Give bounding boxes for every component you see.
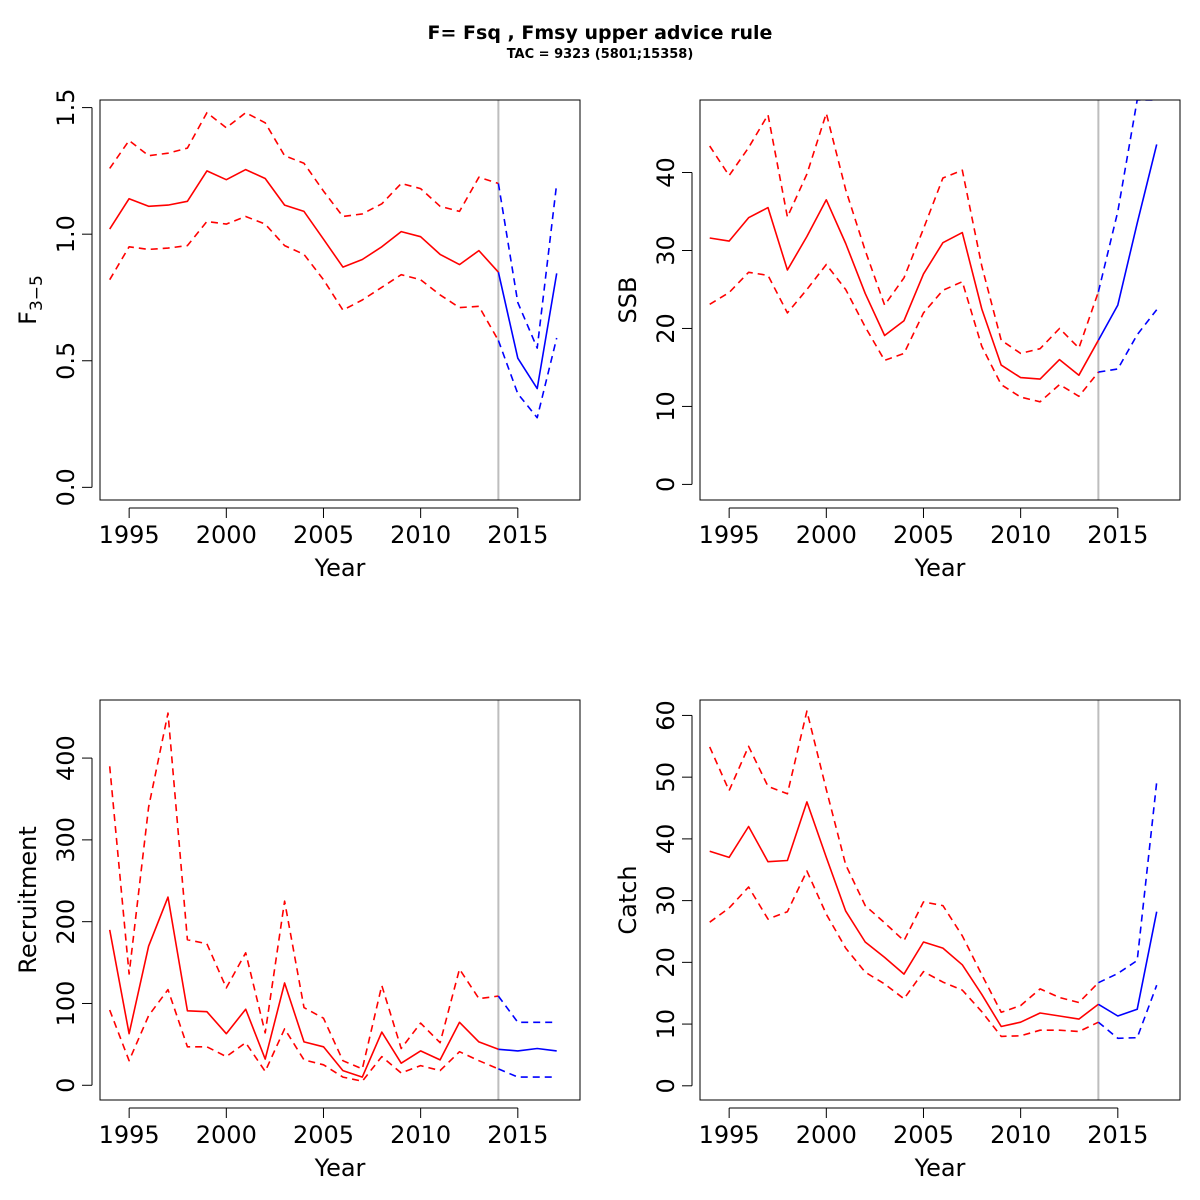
x-tick-label: 1995	[699, 521, 760, 549]
plot-frame	[699, 99, 1181, 501]
y-tick-label: 20	[652, 313, 680, 344]
panel-recruitment: 1995 2000 2005 2010 2015 Year 0 100 200 300 400 Rec…	[14, 699, 581, 1182]
x-axis: 1995 2000 2005 2010 2015 Year	[99, 507, 548, 582]
x-tick-label: 2015	[487, 1121, 548, 1149]
series-historic-median	[108, 896, 499, 1078]
x-tick-label: 2000	[196, 1121, 257, 1149]
series-historic-lower	[109, 215, 500, 341]
series-historic-upper	[708, 710, 1099, 1014]
y-tick-label: 10	[652, 391, 680, 422]
x-axis-title: Year	[314, 1154, 366, 1182]
y-tick-label: 0.0	[52, 468, 80, 506]
y-axis-title: Recruitment	[14, 826, 42, 973]
series-group	[708, 710, 1158, 1040]
series-historic-median	[709, 199, 1100, 380]
y-tick-label: 40	[652, 157, 680, 188]
x-tick-label: 2015	[487, 521, 548, 549]
x-tick-label: 2010	[390, 521, 451, 549]
x-tick-label: 2000	[796, 1121, 857, 1149]
x-tick-label: 1995	[99, 521, 160, 549]
y-tick-label: 20	[652, 947, 680, 978]
x-tick-label: 2005	[293, 1121, 354, 1149]
series-group	[108, 712, 557, 1082]
series-forecast-upper	[497, 183, 558, 349]
series-historic-upper	[709, 112, 1100, 355]
x-tick-label: 1995	[699, 1121, 760, 1149]
series-forecast-upper	[497, 995, 557, 1024]
x-tick-label: 2005	[293, 521, 354, 549]
series-historic-upper	[109, 111, 499, 218]
y-axis: 0 10 20 30 40 50 60 Catch	[614, 700, 693, 1093]
y-tick-label: 30	[652, 235, 680, 266]
y-tick-label: 10	[652, 1009, 680, 1040]
y-tick-label: 0.5	[52, 342, 80, 380]
plot-frame	[99, 99, 581, 501]
series-forecast-lower	[1097, 984, 1158, 1040]
y-axis-title: SSB	[614, 277, 642, 324]
y-axis: 0 100 200 300 400 Recruitment	[14, 735, 93, 1093]
x-axis-title: Year	[914, 554, 966, 582]
y-tick-label: 60	[652, 700, 680, 731]
x-axis: 1995 2000 2005 2010 2015 Year	[699, 1107, 1148, 1182]
plot-frame	[699, 699, 1181, 1101]
series-group	[109, 111, 558, 419]
series-historic-median	[709, 801, 1099, 1028]
figure-subtitle: TAC = 9323 (5801;15358)	[506, 47, 694, 62]
y-tick-label: 1.0	[52, 215, 80, 253]
x-tick-label: 2010	[990, 1121, 1051, 1149]
x-tick-label: 2005	[893, 521, 954, 549]
y-tick-label: 40	[652, 824, 680, 855]
y-tick-label: 1.5	[52, 89, 80, 127]
x-tick-label: 2000	[196, 521, 257, 549]
series-forecast-median	[1097, 911, 1158, 1017]
y-tick-label: 0	[652, 1078, 680, 1093]
x-tick-label: 2015	[1087, 521, 1148, 549]
series-historic-median	[109, 168, 499, 273]
series-forecast-upper	[1098, 782, 1158, 984]
plot-frame	[99, 699, 581, 1101]
y-tick-label: 0	[52, 1078, 80, 1093]
y-axis: 0 10 20 30 40 SSB	[614, 157, 693, 492]
series-forecast-median	[497, 272, 558, 390]
series-historic-upper	[108, 712, 499, 1070]
x-tick-label: 2005	[893, 1121, 954, 1149]
series-historic-lower	[709, 870, 1099, 1038]
series-forecast-median	[1097, 144, 1158, 341]
x-axis-title: Year	[314, 554, 366, 582]
series-forecast-lower	[498, 1068, 557, 1078]
x-tick-label: 2010	[390, 1121, 451, 1149]
y-tick-label: 400	[52, 735, 80, 781]
series-forecast-lower	[497, 337, 558, 419]
y-tick-label: 0	[652, 477, 680, 492]
series-group	[709, 100, 1158, 403]
y-axis-title: F3−5	[14, 275, 47, 325]
y-axis-title-subscript: 3−5	[27, 275, 47, 311]
series-historic-lower	[709, 263, 1100, 403]
x-axis: 1995 2000 2005 2010 2015 Year	[699, 507, 1148, 582]
figure-title: F= Fsq , Fmsy upper advice rule	[427, 22, 773, 44]
x-tick-label: 2015	[1087, 1121, 1148, 1149]
y-tick-label: 50	[652, 762, 680, 793]
panel-f-bar: 1995 2000 2005 2010 2015 Year 0.0 0.5 1.0 1.5 F3−5	[14, 89, 581, 582]
x-tick-label: 2000	[796, 521, 857, 549]
series-forecast-lower	[1098, 309, 1158, 373]
x-axis-title: Year	[914, 1154, 966, 1182]
y-axis-title: Catch	[614, 865, 642, 934]
y-tick-label: 100	[52, 981, 80, 1027]
y-tick-label: 30	[652, 885, 680, 916]
x-tick-label: 1995	[99, 1121, 160, 1149]
y-axis: 0.0 0.5 1.0 1.5 F3−5	[14, 89, 93, 506]
y-axis-title-main: F	[14, 311, 42, 325]
panel-catch: 1995 2000 2005 2010 2015 Year 0 10 20 30 40 50 60 Cat…	[614, 699, 1181, 1182]
x-tick-label: 2010	[990, 521, 1051, 549]
x-axis: 1995 2000 2005 2010 2015 Year	[99, 1107, 548, 1182]
series-historic-lower	[108, 988, 499, 1082]
series-forecast-median	[498, 1047, 557, 1052]
series-forecast-upper	[1097, 100, 1157, 292]
panel-ssb: 1995 2000 2005 2010 2015 Year 0 10 20 30 40 SSB	[614, 99, 1181, 582]
y-tick-label: 300	[52, 817, 80, 863]
y-tick-label: 200	[52, 899, 80, 945]
